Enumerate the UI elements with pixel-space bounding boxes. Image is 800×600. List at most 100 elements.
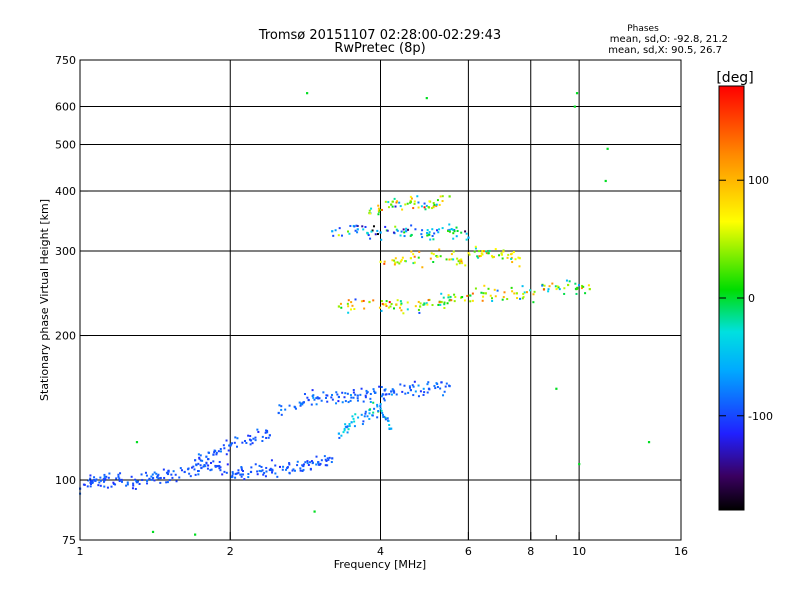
data-point [380, 409, 383, 412]
data-point [390, 302, 393, 305]
data-point [270, 459, 273, 462]
data-point [402, 312, 405, 315]
data-point [207, 464, 210, 467]
data-point [511, 252, 514, 255]
data-point [406, 301, 409, 304]
data-point [372, 225, 375, 228]
data-point [213, 451, 216, 454]
data-point [384, 393, 387, 396]
data-point [385, 305, 388, 308]
data-point [140, 473, 143, 476]
data-point [401, 208, 404, 211]
data-point [372, 401, 375, 404]
data-point [388, 423, 391, 426]
data-point [400, 258, 403, 261]
data-point [473, 250, 476, 253]
data-point [376, 229, 379, 232]
data-point [315, 397, 318, 400]
data-point [317, 461, 320, 464]
data-point [241, 470, 244, 473]
colorbar-ticks: 100 0 -100 [719, 174, 773, 423]
x-tick-label: 4 [377, 545, 384, 558]
data-point [522, 295, 525, 298]
data-point [336, 393, 339, 396]
data-point [467, 252, 470, 255]
data-point [354, 298, 357, 301]
data-point [450, 253, 453, 256]
data-point [291, 469, 294, 472]
data-point [426, 229, 429, 232]
data-point [578, 284, 581, 287]
data-point [102, 480, 105, 483]
x-tick-label: 6 [465, 545, 472, 558]
data-point [469, 294, 472, 297]
data-point [331, 398, 334, 401]
data-point [93, 476, 96, 479]
data-point [347, 299, 350, 302]
data-point [417, 206, 420, 209]
data-point [426, 391, 429, 394]
data-point [369, 392, 372, 395]
data-point [266, 429, 269, 432]
data-point [151, 473, 154, 476]
data-point [429, 238, 432, 241]
data-point [171, 476, 174, 479]
data-point [383, 262, 386, 265]
data-point [410, 250, 413, 253]
data-point [418, 250, 421, 253]
data-point [104, 478, 107, 481]
data-point [325, 396, 328, 399]
data-point [213, 449, 216, 452]
data-point [442, 394, 445, 397]
data-point [94, 479, 97, 482]
y-tick-label: 750 [55, 54, 76, 67]
data-point [563, 287, 566, 290]
data-point [194, 459, 197, 462]
data-point [335, 391, 338, 394]
data-point [306, 462, 309, 465]
data-point [225, 439, 228, 442]
data-point [344, 392, 347, 395]
data-point [349, 308, 352, 311]
data-point [374, 391, 377, 394]
data-point [288, 463, 291, 466]
data-point [413, 200, 416, 203]
data-point [362, 420, 365, 423]
data-point [362, 400, 365, 403]
data-point [373, 407, 376, 410]
y-tick-label: 400 [55, 185, 76, 198]
data-point [197, 473, 200, 476]
data-point [400, 230, 403, 233]
data-point [487, 287, 490, 290]
data-point [266, 431, 269, 434]
data-point [369, 212, 372, 215]
data-point [461, 296, 464, 299]
data-point [383, 260, 386, 263]
data-point [343, 429, 346, 432]
data-point [393, 259, 396, 262]
data-point [555, 288, 558, 291]
y-tick-label: 200 [55, 330, 76, 343]
data-point [409, 200, 412, 203]
data-point [364, 394, 367, 397]
data-point [352, 417, 355, 420]
data-point [420, 205, 423, 208]
data-point [350, 396, 353, 399]
data-point [349, 394, 352, 397]
data-point [482, 292, 485, 295]
data-point [388, 301, 391, 304]
data-point [341, 391, 344, 394]
data-point [465, 238, 468, 241]
data-point [342, 431, 345, 434]
data-point [438, 248, 441, 251]
data-point [575, 92, 579, 95]
data-point [521, 297, 524, 300]
data-point [469, 300, 472, 303]
data-point [403, 231, 406, 234]
data-point [456, 257, 459, 260]
data-point [207, 451, 210, 454]
data-point [387, 419, 390, 422]
data-point [271, 471, 274, 474]
data-point [138, 482, 141, 485]
data-point [467, 236, 470, 239]
